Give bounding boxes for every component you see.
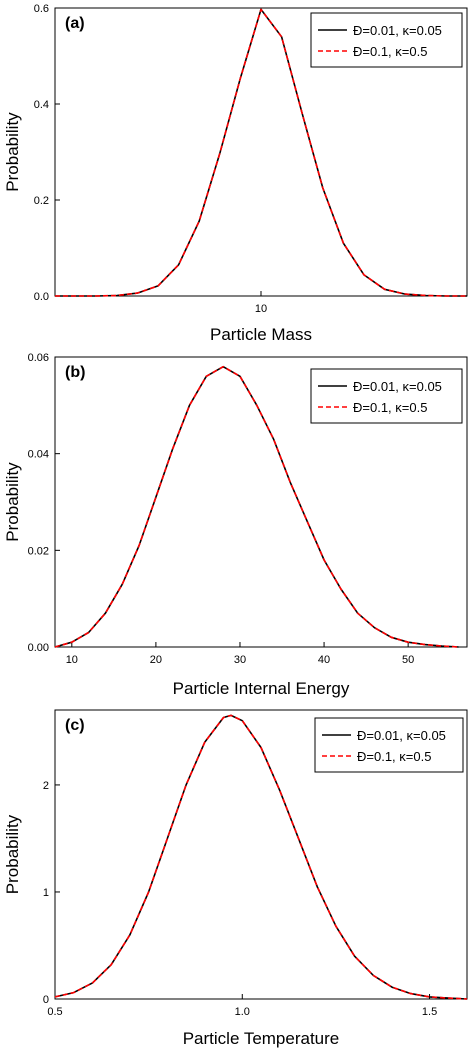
panel-label: (c): [65, 717, 85, 734]
series-line-2: [54, 714, 468, 1000]
panel-b: 0.00 0.02 0.04 0.06 10 20 30 40 50 Particle Inter…: [3, 352, 468, 698]
y-axis-label: Probability: [3, 814, 22, 894]
y-tick-label: 1: [43, 887, 49, 899]
y-tick-label: 0.00: [28, 642, 49, 654]
x-tick-label: 40: [318, 654, 330, 666]
x-tick-label: 10: [66, 654, 78, 666]
x-axis-label: Particle Mass: [210, 325, 312, 344]
legend-label-2: Đ=0.1, κ=0.5: [353, 400, 427, 415]
x-axis-label: Particle Internal Energy: [173, 679, 350, 698]
panel-c: 0 1 2 0.5 1.0 1.5 Particle Temperature Probabil…: [3, 709, 468, 1048]
legend-label-2: Đ=0.1, κ=0.5: [353, 44, 427, 59]
legend-box: [310, 12, 463, 68]
legend: Đ=0.01, κ=0.05 Đ=0.1, κ=0.5: [310, 368, 463, 424]
y-tick-label: 0.4: [34, 99, 49, 111]
x-tick-label: 30: [234, 654, 246, 666]
legend: Đ=0.01, κ=0.05 Đ=0.1, κ=0.5: [314, 717, 464, 773]
x-tick-label: 20: [150, 654, 162, 666]
y-tick-label: 0.04: [28, 449, 49, 461]
panel-label: (a): [65, 15, 85, 32]
legend-box: [310, 368, 463, 424]
x-tick-label: 10: [255, 303, 267, 315]
legend-label-1: Đ=0.01, κ=0.05: [353, 379, 442, 394]
y-tick-label: 2: [43, 780, 49, 792]
y-tick-label: 0.0: [34, 291, 49, 303]
legend-label-1: Đ=0.01, κ=0.05: [357, 728, 446, 743]
x-tick-label: 50: [402, 654, 414, 666]
y-tick-label: 0.2: [34, 195, 49, 207]
y-tick-label: 0.02: [28, 545, 49, 557]
y-axis-label: Probability: [3, 462, 22, 542]
panel-label: (b): [65, 364, 85, 381]
legend-label-2: Đ=0.1, κ=0.5: [357, 749, 431, 764]
x-tick-label: 0.5: [47, 1006, 62, 1018]
x-tick-label: 1.0: [235, 1006, 250, 1018]
legend-box: [314, 717, 464, 773]
x-axis-label: Particle Temperature: [183, 1029, 340, 1048]
panel-a: 0.0 0.2 0.4 0.6 10 Particle Mass Probability (a…: [3, 3, 468, 344]
series-line-2: [54, 365, 459, 648]
plot-frame: [54, 709, 468, 1000]
y-tick-label: 0: [43, 994, 49, 1006]
y-tick-label: 0.6: [34, 3, 49, 15]
legend: Đ=0.01, κ=0.05 Đ=0.1, κ=0.5: [310, 12, 463, 68]
x-tick-label: 1.5: [422, 1006, 437, 1018]
y-axis-label: Probability: [3, 112, 22, 192]
y-tick-label: 0.06: [28, 352, 49, 364]
plot-frame: [54, 356, 468, 648]
series-line-2: [55, 8, 467, 297]
legend-label-1: Đ=0.01, κ=0.05: [353, 23, 442, 38]
